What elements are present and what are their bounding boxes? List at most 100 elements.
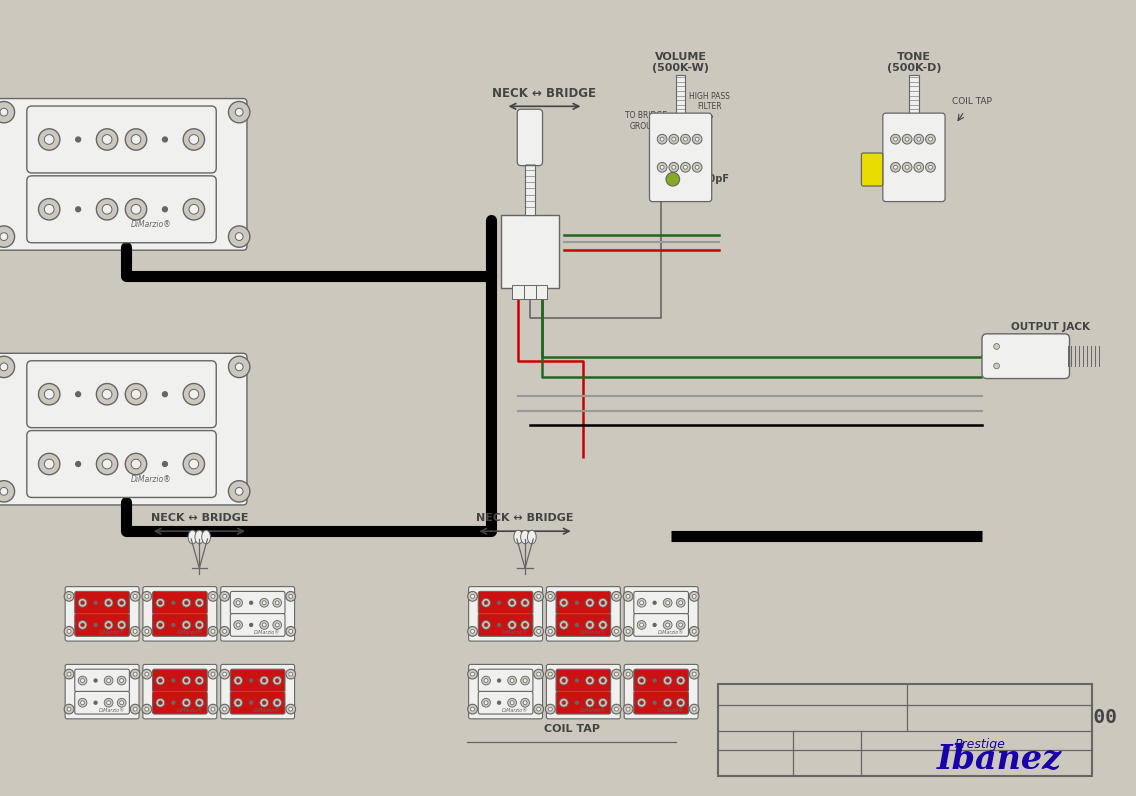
Circle shape — [658, 162, 667, 172]
Circle shape — [286, 626, 295, 636]
Circle shape — [78, 698, 87, 707]
Ellipse shape — [202, 530, 210, 544]
Circle shape — [576, 601, 578, 604]
FancyBboxPatch shape — [27, 176, 216, 243]
FancyBboxPatch shape — [27, 361, 216, 427]
Circle shape — [484, 700, 488, 704]
FancyBboxPatch shape — [634, 669, 688, 692]
Circle shape — [260, 599, 268, 607]
Circle shape — [928, 137, 933, 141]
Circle shape — [599, 599, 608, 607]
Circle shape — [926, 135, 935, 144]
Circle shape — [690, 626, 699, 636]
Circle shape — [234, 621, 242, 630]
Text: TONE
(500K-D): TONE (500K-D) — [887, 52, 942, 73]
Circle shape — [67, 707, 70, 711]
Circle shape — [198, 623, 201, 627]
Circle shape — [484, 601, 488, 605]
FancyBboxPatch shape — [75, 614, 130, 636]
Circle shape — [211, 630, 215, 634]
Circle shape — [156, 621, 165, 630]
Circle shape — [666, 700, 669, 704]
Circle shape — [235, 108, 243, 116]
Circle shape — [692, 135, 702, 144]
Circle shape — [184, 700, 189, 704]
Circle shape — [926, 162, 935, 172]
Circle shape — [640, 700, 644, 704]
Circle shape — [117, 698, 126, 707]
Circle shape — [468, 704, 477, 714]
Circle shape — [902, 162, 912, 172]
Circle shape — [78, 621, 87, 630]
Circle shape — [676, 698, 685, 707]
Circle shape — [0, 356, 15, 377]
Circle shape — [559, 621, 568, 630]
Circle shape — [162, 392, 167, 396]
FancyBboxPatch shape — [220, 587, 294, 641]
Circle shape — [262, 700, 266, 704]
Circle shape — [690, 591, 699, 601]
Ellipse shape — [513, 530, 523, 544]
Circle shape — [94, 623, 97, 626]
Circle shape — [508, 599, 517, 607]
FancyBboxPatch shape — [634, 591, 688, 614]
Circle shape — [250, 601, 252, 604]
Circle shape — [576, 679, 578, 682]
Circle shape — [891, 135, 901, 144]
Circle shape — [102, 135, 112, 144]
Circle shape — [107, 678, 110, 682]
Circle shape — [133, 595, 137, 599]
Circle shape — [208, 591, 218, 601]
Circle shape — [599, 621, 608, 630]
Text: KOICHI
FUJIHARA: KOICHI FUJIHARA — [737, 752, 774, 771]
FancyBboxPatch shape — [0, 353, 247, 505]
Circle shape — [562, 678, 566, 682]
Circle shape — [156, 599, 165, 607]
Circle shape — [286, 591, 295, 601]
Circle shape — [223, 707, 226, 711]
Circle shape — [624, 626, 633, 636]
Circle shape — [508, 698, 517, 707]
Circle shape — [198, 678, 201, 682]
Circle shape — [914, 162, 924, 172]
Circle shape — [498, 701, 501, 704]
Circle shape — [76, 462, 81, 466]
Circle shape — [119, 601, 124, 605]
Circle shape — [498, 679, 501, 682]
Circle shape — [470, 595, 475, 599]
Circle shape — [183, 198, 204, 220]
Circle shape — [680, 135, 691, 144]
Circle shape — [162, 137, 167, 142]
Circle shape — [692, 162, 702, 172]
Circle shape — [601, 700, 604, 704]
Bar — [909, 75, 919, 116]
Circle shape — [250, 679, 252, 682]
Circle shape — [559, 698, 568, 707]
FancyBboxPatch shape — [536, 285, 548, 298]
Circle shape — [184, 678, 189, 682]
Text: DATE: DATE — [816, 736, 840, 745]
Circle shape — [576, 701, 578, 704]
Circle shape — [172, 679, 175, 682]
Circle shape — [510, 601, 513, 605]
FancyBboxPatch shape — [231, 669, 285, 692]
Circle shape — [156, 676, 165, 685]
Text: TITLE: TITLE — [797, 689, 827, 700]
Circle shape — [236, 700, 240, 704]
Circle shape — [669, 135, 678, 144]
Circle shape — [510, 700, 513, 704]
Circle shape — [39, 453, 60, 474]
Circle shape — [663, 698, 673, 707]
Circle shape — [289, 672, 293, 676]
Text: DiMarzio®: DiMarzio® — [99, 630, 125, 635]
Circle shape — [208, 704, 218, 714]
Circle shape — [615, 630, 618, 634]
Circle shape — [236, 678, 240, 682]
Circle shape — [184, 623, 189, 627]
Circle shape — [498, 623, 501, 626]
Circle shape — [275, 601, 279, 605]
Text: DiMarzio®: DiMarzio® — [502, 708, 528, 712]
Circle shape — [97, 198, 118, 220]
Text: DiMarzio®: DiMarzio® — [176, 630, 202, 635]
Circle shape — [549, 595, 552, 599]
